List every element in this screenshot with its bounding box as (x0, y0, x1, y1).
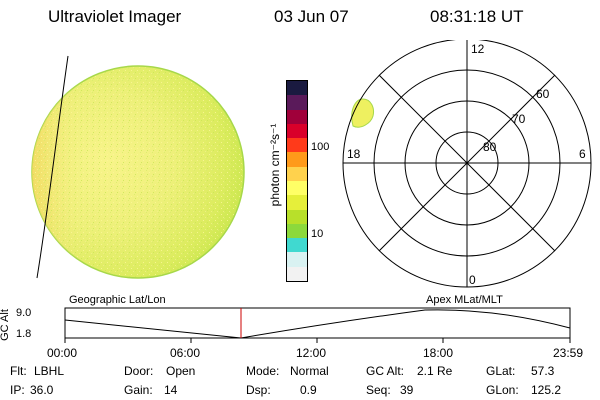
mode-label: Mode: (246, 364, 280, 378)
mode-value: Normal (290, 364, 329, 378)
dsp-value: 0.9 (300, 383, 317, 397)
timeline-y-max: 9.0 (16, 307, 32, 319)
timeline-axis-label: GC Alt (0, 309, 11, 341)
door-value: Open (166, 364, 196, 378)
date-label: 03 Jun 07 (274, 7, 349, 26)
colorbar-band (287, 109, 307, 124)
colorbar-band (287, 181, 307, 196)
colorbar-tick-10: 10 (311, 228, 324, 240)
ip-label: IP: (10, 383, 25, 397)
mlt-label-6: 6 (579, 147, 586, 161)
flt-label: Flt: (10, 364, 27, 378)
timeline-right-title: Apex MLat/MLT (426, 294, 503, 306)
gcalt-value: 2.1 Re (417, 364, 453, 378)
glon-value: 125.2 (531, 383, 562, 397)
timeline-plot (64, 307, 571, 343)
seq-label: Seq: (366, 383, 391, 397)
timeline-tick: 00:00 (47, 346, 78, 360)
glat-label: GLat: (486, 364, 516, 378)
colorbar (286, 80, 308, 282)
time-label: 08:31:18 UT (430, 7, 524, 26)
timeline-y-min: 1.8 (16, 328, 32, 340)
colorbar-band (287, 123, 307, 139)
glon-label: GLon: (486, 383, 519, 397)
colorbar-band (287, 152, 307, 167)
colorbar-band (287, 81, 307, 96)
colorbar-band (287, 238, 307, 253)
altitude-curve (64, 309, 571, 339)
lat-label-70: 70 (512, 112, 526, 126)
colorbar-band (287, 138, 307, 153)
disk-noise (33, 67, 243, 277)
dsp-label: Dsp: (246, 383, 271, 397)
colorbar-band (287, 95, 307, 110)
colorbar-band (287, 266, 307, 281)
lat-label-60: 60 (536, 87, 550, 101)
colorbar-band (287, 166, 307, 182)
timeline-left-title: Geographic Lat/Lon (69, 294, 166, 306)
mlt-label-0: 0 (469, 273, 476, 287)
flt-value: LBHL (34, 364, 65, 378)
polar-plot: 12 6 18 0 60 70 80 (342, 40, 592, 288)
seq-value: 39 (400, 383, 414, 397)
mlt-label-12: 12 (471, 42, 485, 56)
earth-disk-image (31, 55, 245, 279)
diagonal-line (378, 74, 556, 252)
timeline-tick: 06:00 (170, 346, 201, 360)
colorbar-tick-100: 100 (311, 141, 330, 153)
gcalt-label: GC Alt: (366, 364, 405, 378)
colorbar-band (287, 223, 307, 239)
timeline-tick: 23:59 (553, 346, 584, 360)
timeline-tick: 18:00 (423, 346, 454, 360)
timeline-tick: 12:00 (296, 346, 327, 360)
colorbar-band (287, 209, 307, 224)
gain-value: 14 (164, 383, 178, 397)
timeline-frame (64, 307, 571, 339)
lat-label-80: 80 (483, 140, 497, 154)
terminator-line (36, 55, 69, 279)
glat-value: 57.3 (531, 364, 555, 378)
ip-value: 36.0 (30, 383, 54, 397)
colorbar-unit-label: photon cm⁻²s⁻¹ (268, 123, 282, 207)
gain-label: Gain: (124, 383, 153, 397)
colorbar-band (287, 195, 307, 210)
aurora-patch (351, 98, 374, 128)
mlt-label-18: 18 (347, 147, 361, 161)
instrument-title: Ultraviolet Imager (48, 7, 182, 26)
colorbar-band (287, 252, 307, 267)
door-label: Door: (124, 364, 154, 378)
